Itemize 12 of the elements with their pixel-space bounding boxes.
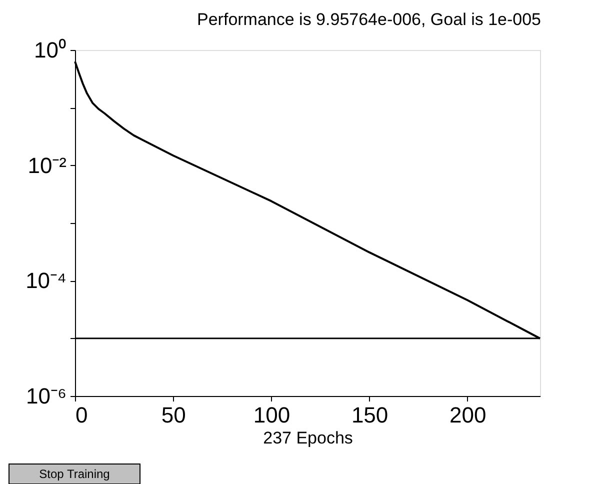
x-tick-label: 150 [351, 402, 388, 428]
text: Stop Training [39, 467, 110, 481]
y-tick-label: 10⁻² [28, 152, 66, 178]
x-tick-label: 0 [76, 402, 88, 428]
y-tick-label: 10⁰ [34, 38, 66, 62]
chart-title: Performance is 9.95764e-006, Goal is 1e-005 [197, 10, 541, 29]
x-axis-title: 237 Epochs [263, 428, 353, 448]
x-tick-label: 100 [253, 402, 290, 428]
y-tick-label: 10⁻⁶ [26, 384, 66, 408]
x-tick-label: 200 [450, 402, 486, 428]
x-tick-label: 50 [161, 402, 186, 428]
y-tick-label: 10⁻⁴ [26, 268, 66, 294]
